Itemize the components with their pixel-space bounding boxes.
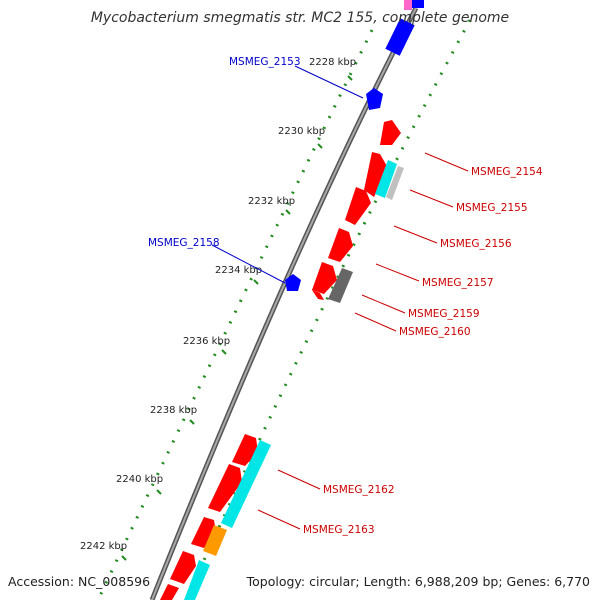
gene-feature-msmeg-2155b [345, 187, 371, 225]
topology-label: Topology: circular; Length: 6,988,209 bp… [246, 574, 590, 589]
leader-msmeg-2156 [393, 225, 438, 244]
genome-backbone-highlight [151, 7, 417, 600]
tick-mark-2242 [121, 555, 127, 561]
tick-mark-2228 [347, 75, 353, 81]
leader-msmeg-2157 [375, 263, 420, 282]
tick-mark-2236 [221, 349, 227, 355]
gene-label-msmeg-2160[interactable]: MSMEG_2160 [399, 326, 471, 338]
tick-label-2242: 2242 kbp [80, 541, 127, 552]
gene-label-msmeg-2155[interactable]: MSMEG_2155 [456, 202, 528, 214]
tick-mark-2232 [285, 209, 291, 215]
gene-feature-grey-2155 [386, 166, 404, 200]
gc-track-inner [96, 29, 374, 600]
leader-msmeg-2159 [361, 294, 406, 314]
gene-feature-msmeg-2154 [380, 120, 401, 145]
map-title: Mycobacterium smegmatis str. MC2 155, co… [90, 10, 510, 26]
tick-label-2228: 2228 kbp [309, 57, 356, 68]
accession-label: Accession: NC_008596 [8, 574, 151, 589]
gene-feature-top-blue2 [412, 0, 424, 8]
leader-msmeg-2160 [354, 312, 397, 332]
gene-feature-orange-2163 [203, 525, 227, 556]
gene-feature-top-pink [404, 0, 412, 10]
tick-mark-2230 [317, 143, 323, 149]
tick-label-2236: 2236 kbp [183, 336, 230, 347]
tick-mark-2234 [253, 279, 259, 285]
gene-label-msmeg-2153[interactable]: MSMEG_2153 [229, 56, 301, 68]
gene-label-msmeg-2154[interactable]: MSMEG_2154 [471, 166, 543, 178]
leader-msmeg-2162 [277, 469, 321, 490]
leader-msmeg-2153 [294, 65, 364, 99]
gene-label-msmeg-2162[interactable]: MSMEG_2162 [323, 484, 395, 496]
gene-feature-msmeg-2159 [312, 290, 324, 300]
gene-feature-msmeg-2162 [208, 464, 242, 512]
gene-feature-grey-2160 [328, 268, 353, 303]
gc-track-outer [184, 19, 472, 600]
gene-feature-cyan-2155 [375, 160, 397, 198]
gene-feature-msmeg-2158 [285, 274, 301, 291]
gene-label-msmeg-2158[interactable]: MSMEG_2158 [148, 237, 220, 249]
gene-feature-red-bottom-b [160, 584, 179, 600]
gene-feature-red-bottom-a [170, 551, 196, 584]
gene-label-msmeg-2156[interactable]: MSMEG_2156 [440, 238, 512, 250]
gene-labels: MSMEG_2153 MSMEG_2158 MSMEG_2154 MSMEG_2… [148, 56, 543, 536]
leader-msmeg-2154 [424, 152, 469, 172]
gene-feature-top-blue [385, 18, 415, 56]
gene-feature-cyan-bottom [184, 560, 210, 600]
gene-feature-msmeg-2153 [366, 88, 383, 110]
gene-feature-cyan-2162 [221, 440, 271, 528]
gene-feature-msmeg-2155a [364, 152, 388, 197]
tick-label-2234: 2234 kbp [215, 265, 262, 276]
gene-label-msmeg-2159[interactable]: MSMEG_2159 [408, 308, 480, 320]
leader-msmeg-2158 [211, 244, 286, 284]
tick-group: 2228 kbp 2230 kbp 2232 kbp 2234 kbp 2236… [80, 57, 356, 561]
leader-msmeg-2163 [257, 509, 301, 530]
tick-label-2230: 2230 kbp [278, 126, 325, 137]
gene-feature-msmeg-2161a [232, 434, 258, 466]
gene-label-msmeg-2163[interactable]: MSMEG_2163 [303, 524, 375, 536]
gene-feature-msmeg-2156 [328, 228, 353, 262]
tick-mark-2240 [156, 489, 162, 495]
gene-feature-msmeg-2157 [312, 262, 337, 294]
tick-label-2238: 2238 kbp [150, 405, 197, 416]
tick-label-2240: 2240 kbp [116, 474, 163, 485]
tick-mark-2238 [189, 419, 195, 425]
leader-msmeg-2155 [409, 189, 454, 208]
tick-label-2232: 2232 kbp [248, 196, 295, 207]
gene-label-msmeg-2157[interactable]: MSMEG_2157 [422, 277, 494, 289]
leader-lines [211, 65, 469, 530]
